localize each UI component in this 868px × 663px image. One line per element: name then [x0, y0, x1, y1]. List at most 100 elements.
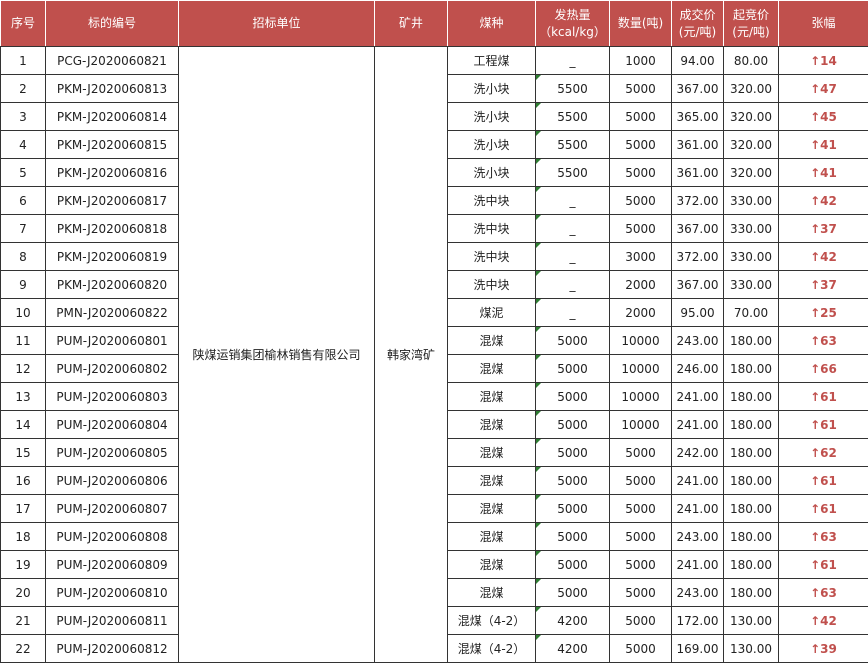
quantity: 10000: [610, 411, 672, 439]
col-coal-type-header: 煤种: [448, 1, 536, 47]
heat-value: _: [536, 47, 610, 75]
change-value: 61: [820, 502, 837, 516]
deal-price: 241.00: [672, 467, 724, 495]
quantity: 5000: [610, 523, 672, 551]
heat-value: _: [536, 271, 610, 299]
lot-code: PUM-J2020060802: [46, 355, 179, 383]
lot-code: PKM-J2020060817: [46, 187, 179, 215]
row-number: 19: [1, 551, 46, 579]
lot-code: PKM-J2020060813: [46, 75, 179, 103]
deal-price: 246.00: [672, 355, 724, 383]
up-arrow-icon: ↑: [810, 614, 820, 628]
deal-price: 243.00: [672, 523, 724, 551]
row-number: 22: [1, 635, 46, 663]
quantity: 5000: [610, 635, 672, 663]
deal-price: 361.00: [672, 131, 724, 159]
start-price: 130.00: [724, 635, 779, 663]
col-bidder-header: 招标单位: [179, 1, 375, 47]
coal-type: 混煤: [448, 327, 536, 355]
price-change: ↑61: [779, 411, 868, 439]
heat-value: 5000: [536, 551, 610, 579]
up-arrow-icon: ↑: [810, 362, 820, 376]
price-change: ↑63: [779, 327, 868, 355]
coal-type: 洗小块: [448, 131, 536, 159]
price-change: ↑39: [779, 635, 868, 663]
change-value: 42: [820, 250, 837, 264]
deal-price: 367.00: [672, 215, 724, 243]
change-value: 63: [820, 530, 837, 544]
up-arrow-icon: ↑: [810, 138, 820, 152]
change-value: 25: [820, 306, 837, 320]
deal-price: 169.00: [672, 635, 724, 663]
heat-value: _: [536, 243, 610, 271]
deal-price: 243.00: [672, 579, 724, 607]
start-price: 180.00: [724, 355, 779, 383]
change-value: 41: [820, 166, 837, 180]
row-number: 4: [1, 131, 46, 159]
up-arrow-icon: ↑: [810, 110, 820, 124]
heat-value: 5000: [536, 355, 610, 383]
row-number: 10: [1, 299, 46, 327]
mine-cell: 韩家湾矿: [375, 47, 448, 663]
change-value: 14: [820, 54, 837, 68]
col-change-header: 张幅: [779, 1, 868, 47]
quantity: 10000: [610, 383, 672, 411]
heat-value: _: [536, 299, 610, 327]
coal-type: 洗中块: [448, 271, 536, 299]
deal-price: 241.00: [672, 551, 724, 579]
quantity: 2000: [610, 299, 672, 327]
deal-price: 241.00: [672, 411, 724, 439]
change-value: 39: [820, 642, 837, 656]
quantity: 5000: [610, 439, 672, 467]
deal-price: 367.00: [672, 271, 724, 299]
price-change: ↑37: [779, 215, 868, 243]
row-number: 18: [1, 523, 46, 551]
deal-price: 361.00: [672, 159, 724, 187]
price-change: ↑66: [779, 355, 868, 383]
quantity: 5000: [610, 495, 672, 523]
lot-code: PUM-J2020060801: [46, 327, 179, 355]
coal-type: 混煤: [448, 467, 536, 495]
deal-price: 365.00: [672, 103, 724, 131]
col-code-header: 标的编号: [46, 1, 179, 47]
price-change: ↑42: [779, 187, 868, 215]
coal-type: 混煤: [448, 439, 536, 467]
row-number: 11: [1, 327, 46, 355]
start-price: 70.00: [724, 299, 779, 327]
coal-type: 混煤: [448, 383, 536, 411]
row-number: 1: [1, 47, 46, 75]
price-change: ↑61: [779, 383, 868, 411]
start-price: 180.00: [724, 495, 779, 523]
coal-type: 洗小块: [448, 159, 536, 187]
heat-value: 5000: [536, 439, 610, 467]
coal-type: 洗中块: [448, 243, 536, 271]
lot-code: PKM-J2020060816: [46, 159, 179, 187]
lot-code: PUM-J2020060804: [46, 411, 179, 439]
start-price: 320.00: [724, 75, 779, 103]
heat-value: 4200: [536, 607, 610, 635]
lot-code: PUM-J2020060811: [46, 607, 179, 635]
quantity: 5000: [610, 579, 672, 607]
coal-type: 洗中块: [448, 187, 536, 215]
row-number: 16: [1, 467, 46, 495]
change-value: 66: [820, 362, 837, 376]
coal-type: 洗小块: [448, 103, 536, 131]
change-value: 62: [820, 446, 837, 460]
up-arrow-icon: ↑: [810, 306, 820, 320]
quantity: 5000: [610, 467, 672, 495]
deal-price: 94.00: [672, 47, 724, 75]
lot-code: PUM-J2020060809: [46, 551, 179, 579]
up-arrow-icon: ↑: [810, 166, 820, 180]
start-price: 330.00: [724, 215, 779, 243]
coal-type: 洗小块: [448, 75, 536, 103]
start-price: 330.00: [724, 187, 779, 215]
col-heat-header: 发热量（kcal/kg）: [536, 1, 610, 47]
up-arrow-icon: ↑: [810, 558, 820, 572]
start-price: 330.00: [724, 271, 779, 299]
up-arrow-icon: ↑: [810, 474, 820, 488]
bidder-cell: 陕煤运销集团榆林销售有限公司: [179, 47, 375, 663]
row-number: 12: [1, 355, 46, 383]
start-price: 180.00: [724, 579, 779, 607]
heat-value: 5000: [536, 327, 610, 355]
